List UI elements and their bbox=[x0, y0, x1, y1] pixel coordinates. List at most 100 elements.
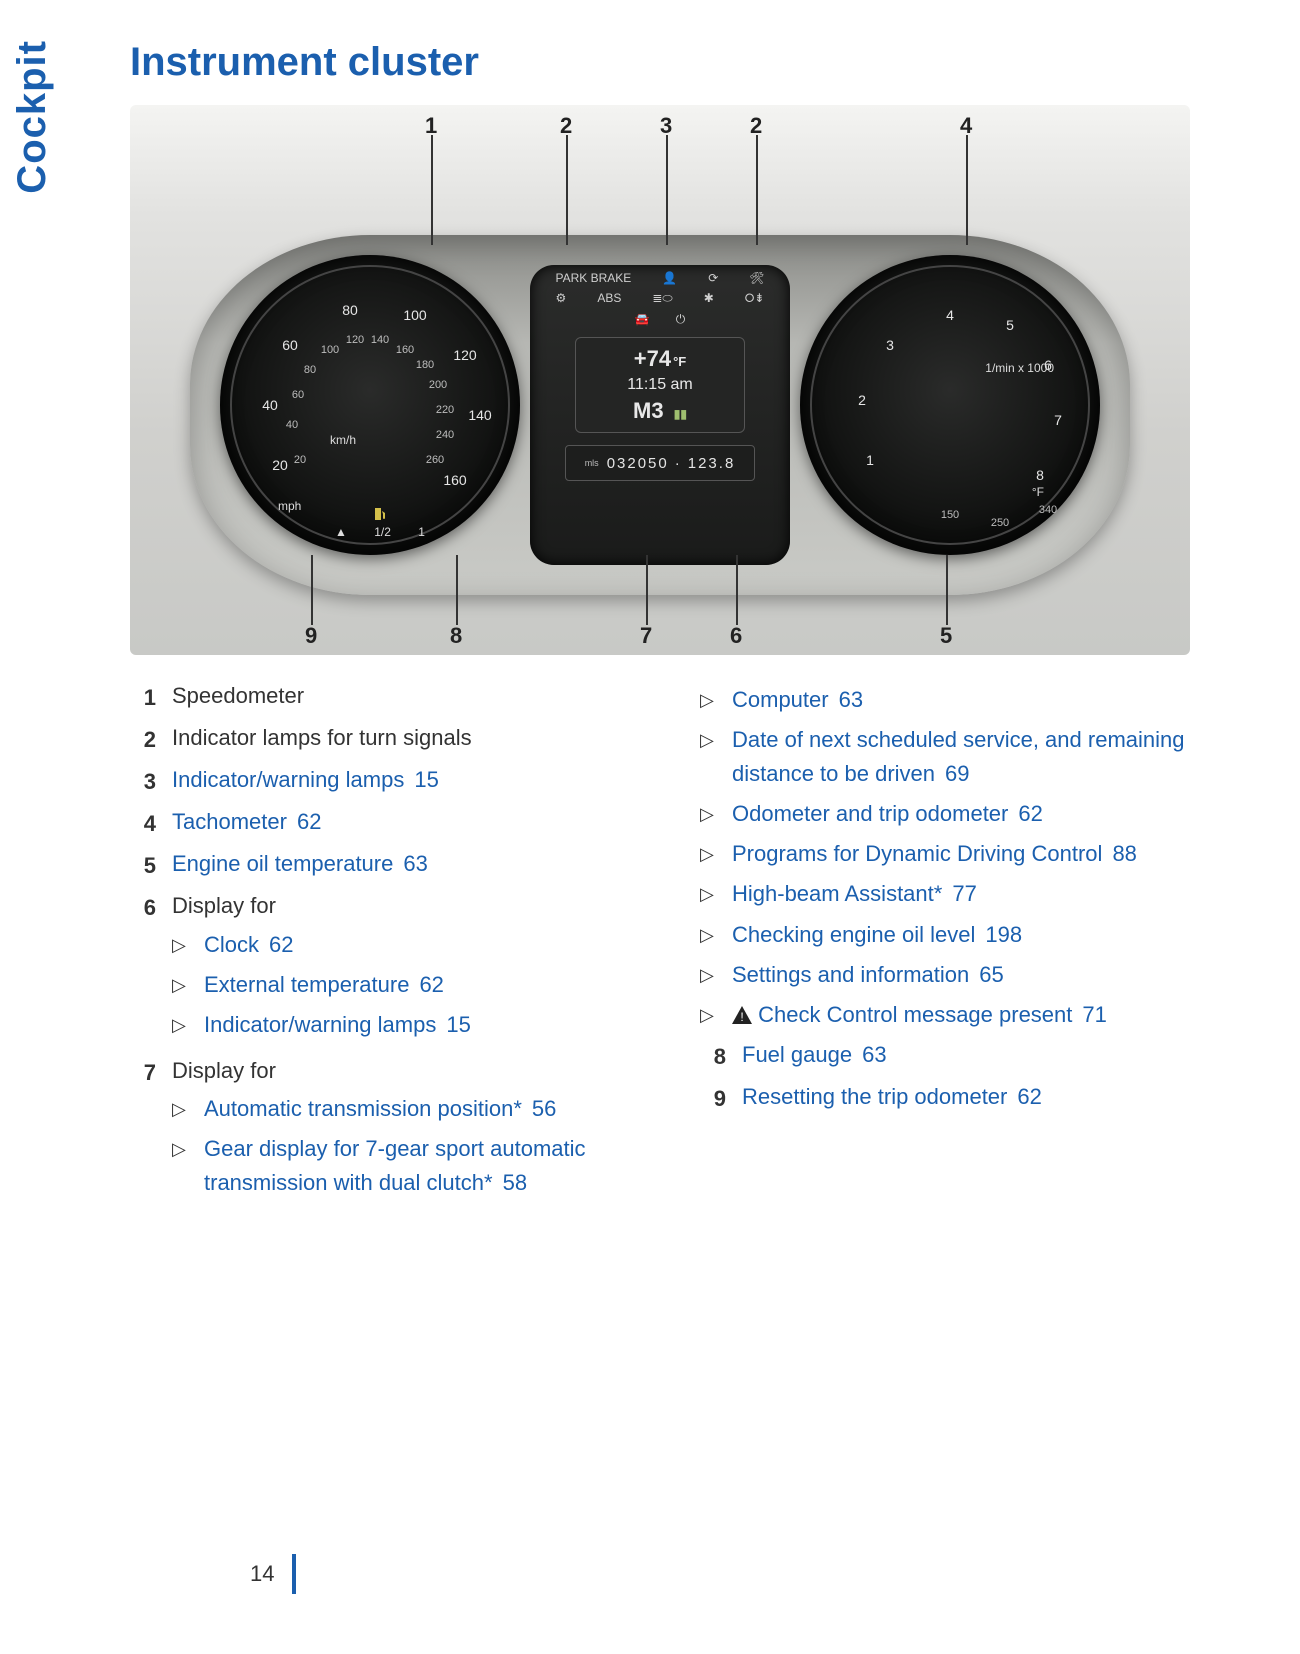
legend-link[interactable]: Indicator/warning lamps15 bbox=[172, 767, 439, 792]
gauge-number: 4 bbox=[946, 307, 954, 323]
legend-item: 3 Indicator/warning lamps15 bbox=[130, 763, 640, 799]
legend-subitem: ▷Clock62 bbox=[172, 928, 640, 962]
legend-link[interactable]: External temperature62 bbox=[204, 972, 444, 997]
gauge-number: 1 bbox=[866, 452, 874, 468]
warning-lamp-icon: ⚙ bbox=[556, 291, 567, 306]
legend-link[interactable]: Checking engine oil level198 bbox=[732, 922, 1022, 947]
warning-icons-row-2: ⚙ABS≣⬭✱⭘⇟ bbox=[530, 285, 790, 306]
triangle-bullet-icon: ▷ bbox=[700, 998, 718, 1032]
triangle-bullet-icon: ▷ bbox=[700, 958, 718, 992]
legend-link[interactable]: Fuel gauge63 bbox=[742, 1042, 887, 1067]
gauge-number: 5 bbox=[1006, 317, 1014, 333]
callout-number: 6 bbox=[730, 623, 742, 649]
gauge-number: 260 bbox=[426, 454, 444, 466]
triangle-bullet-icon: ▷ bbox=[172, 1008, 190, 1042]
legend-item: 8Fuel gauge63 bbox=[700, 1038, 1210, 1074]
gauge-number: 20 bbox=[294, 454, 306, 466]
legend-link[interactable]: Engine oil temperature63 bbox=[172, 851, 428, 876]
callout-number: 7 bbox=[640, 623, 652, 649]
oil-temp-unit: °F bbox=[1032, 485, 1044, 499]
gauge-number: 250 bbox=[991, 517, 1009, 529]
gauge-number: 60 bbox=[282, 337, 298, 353]
callout-number: 9 bbox=[305, 623, 317, 649]
legend-subitem: ▷ External temperature62 bbox=[172, 968, 640, 1002]
legend-link[interactable]: Settings and information65 bbox=[732, 962, 1004, 987]
warning-lamp-icon: 🛠 bbox=[749, 271, 764, 285]
legend-item: 2Indicator lamps for turn signals bbox=[130, 721, 640, 757]
legend-link[interactable]: Date of next scheduled service, and rema… bbox=[732, 727, 1184, 786]
gauge-number: 100 bbox=[321, 344, 339, 356]
legend-link[interactable]: Indicator/warning lamps15 bbox=[204, 1012, 471, 1037]
triangle-bullet-icon: ▷ bbox=[172, 1132, 190, 1200]
legend-number: 6 bbox=[130, 889, 156, 1047]
triangle-bullet-icon: ▷ bbox=[700, 683, 718, 717]
mph-unit-label: mph bbox=[278, 499, 301, 513]
legend-item: 1Speedometer bbox=[130, 679, 640, 715]
legend-subitem: ▷Checking engine oil level198 bbox=[700, 918, 1210, 952]
legend-subitem: ▷Date of next scheduled service, and rem… bbox=[700, 723, 1210, 791]
triangle-bullet-icon: ▷ bbox=[172, 1092, 190, 1126]
center-lcd: +74°F 11:15 am M3 ▮▮ bbox=[575, 337, 745, 433]
legend-link[interactable]: Computer63 bbox=[732, 687, 863, 712]
triangle-bullet-icon: ▷ bbox=[172, 968, 190, 1002]
legend-link[interactable]: Odometer and trip odometer62 bbox=[732, 801, 1043, 826]
legend-link[interactable]: Tachometer62 bbox=[172, 809, 321, 834]
triangle-bullet-icon: ▷ bbox=[700, 723, 718, 791]
warning-lamp-icon: 👤 bbox=[662, 271, 677, 285]
gauge-number: 160 bbox=[443, 472, 466, 488]
legend-number: 4 bbox=[130, 805, 156, 841]
triangle-bullet-icon: ▷ bbox=[700, 837, 718, 871]
legend-link[interactable]: ! Check Control message present71 bbox=[732, 1002, 1107, 1027]
gauge-number: 2 bbox=[858, 392, 866, 408]
gauge-number: 60 bbox=[292, 389, 304, 401]
gauge-number: 8 bbox=[1036, 467, 1044, 483]
triangle-bullet-icon: ▷ bbox=[700, 797, 718, 831]
legend-subitem: ▷ Automatic transmission position*56 bbox=[172, 1092, 640, 1126]
legend-link[interactable]: High-beam Assistant*77 bbox=[732, 881, 977, 906]
warning-lamp-icon: ⟳ bbox=[708, 271, 718, 285]
svg-text:!: ! bbox=[740, 1010, 743, 1024]
gauge-number: 180 bbox=[416, 359, 434, 371]
gauge-number: 80 bbox=[304, 364, 316, 376]
gauge-number: 40 bbox=[286, 419, 298, 431]
legend-item: 7Display for▷Automatic transmission posi… bbox=[130, 1054, 640, 1206]
callout-number: 5 bbox=[940, 623, 952, 649]
center-info-display: PARK BRAKE👤⟳🛠 ⚙ABS≣⬭✱⭘⇟ 🚘⏻ +74°F 11:15 a… bbox=[530, 265, 790, 565]
legend-subitem: ▷ Computer63 bbox=[700, 683, 1210, 717]
gauge-number: 140 bbox=[371, 334, 389, 346]
warning-icons-row-1: PARK BRAKE👤⟳🛠 bbox=[530, 265, 790, 285]
legend-number: 9 bbox=[700, 1080, 726, 1116]
legend-item: 6Display for▷Clock62▷External temperatur… bbox=[130, 889, 640, 1047]
gauge-number: 120 bbox=[453, 347, 476, 363]
legend-col-right: ▷Computer63▷Date of next scheduled servi… bbox=[700, 679, 1210, 1212]
legend-number: 3 bbox=[130, 763, 156, 799]
fuel-gauge: ▲ 1/2 1 bbox=[350, 506, 410, 539]
warning-lamp-icon: ABS bbox=[597, 291, 621, 306]
callout-row-bottom: 98765 bbox=[130, 609, 1190, 649]
legend-link[interactable]: Clock62 bbox=[204, 932, 294, 957]
legend-link[interactable]: Automatic transmission position*56 bbox=[204, 1096, 556, 1121]
warning-lamp-icon: ⭘⇟ bbox=[745, 291, 765, 306]
legend-link[interactable]: Programs for Dynamic Driving Control88 bbox=[732, 841, 1137, 866]
gauge-number: 80 bbox=[342, 302, 358, 318]
legend-link[interactable]: Gear display for 7-gear sport automatic … bbox=[204, 1136, 586, 1195]
legend-number: 5 bbox=[130, 847, 156, 883]
gauge-number: 140 bbox=[468, 407, 491, 423]
warning-lamp-icon: ≣⬭ bbox=[652, 291, 672, 306]
gauge-number: 120 bbox=[346, 334, 364, 346]
legend-subitem: ▷ Settings and information65 bbox=[700, 958, 1210, 992]
page-title: Instrument cluster bbox=[130, 40, 1230, 85]
legend-number: 2 bbox=[130, 721, 156, 757]
legend-link[interactable]: Resetting the trip odometer62 bbox=[742, 1084, 1042, 1109]
legend-subitem: ▷ Programs for Dynamic Driving Control88 bbox=[700, 837, 1210, 871]
legend-item: 5 Engine oil temperature63 bbox=[130, 847, 640, 883]
page-content: Instrument cluster 1 2 3 2 4 9 8 7 6 5 20 40 60 80 1… bbox=[130, 40, 1230, 1212]
tachometer-gauge: 12345678 1/min x 1000 150250340 °F bbox=[800, 255, 1100, 555]
instrument-cluster-figure: 12324 98765 20406080100120140160 2040608… bbox=[130, 105, 1190, 655]
gauge-number: 160 bbox=[396, 344, 414, 356]
legend-number: 1 bbox=[130, 679, 156, 715]
legend-item: 9 Resetting the trip odometer62 bbox=[700, 1080, 1210, 1116]
legend-subitem: ▷ Odometer and trip odometer62 bbox=[700, 797, 1210, 831]
gauge-number: 20 bbox=[272, 457, 288, 473]
warning-lamp-icon: 🚘 bbox=[635, 312, 650, 327]
